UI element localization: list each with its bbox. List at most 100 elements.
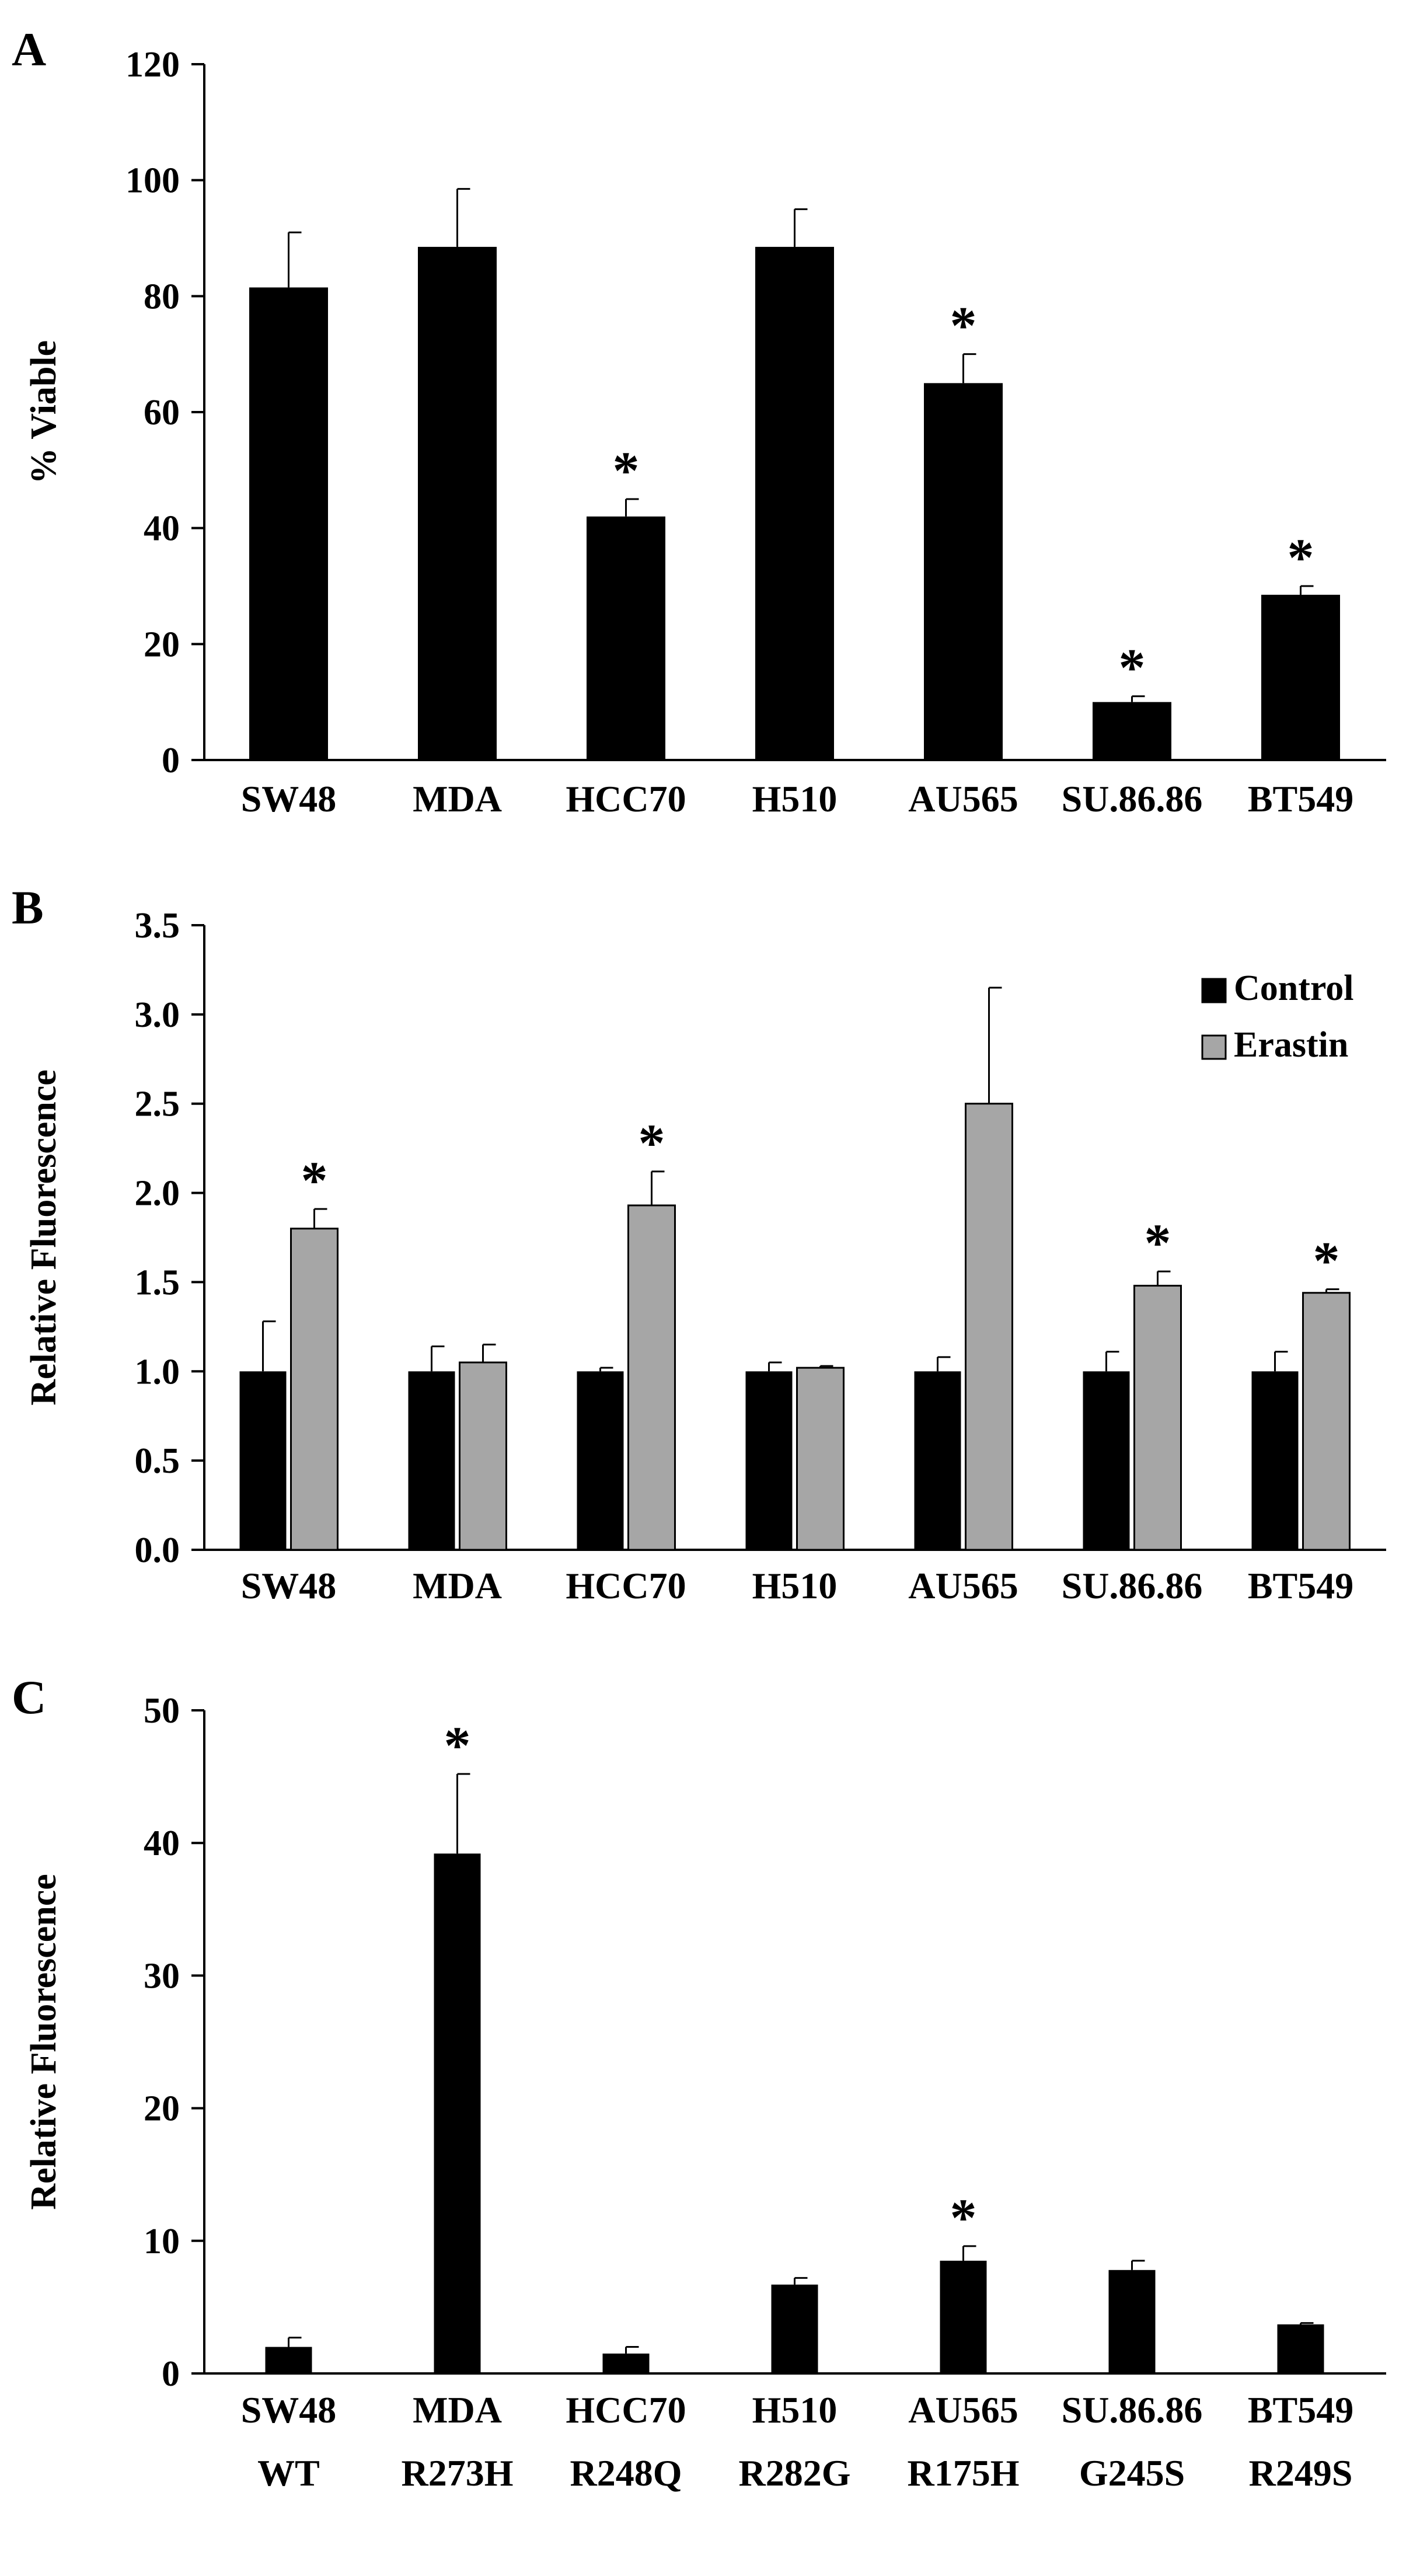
significance-asterisk: * — [444, 1716, 471, 1775]
category-label: HCC70 — [566, 1565, 686, 1606]
significance-asterisk: * — [1145, 1213, 1171, 1273]
bar-erastin — [1133, 1285, 1182, 1551]
bar--viable — [418, 246, 497, 760]
significance-asterisk: * — [301, 1151, 328, 1210]
y-tick-label: 80 — [144, 277, 180, 316]
category-label: SW48 — [241, 778, 337, 820]
significance-asterisk: * — [950, 296, 977, 355]
category-label: HCC70 — [566, 778, 686, 820]
category-label: BT549 — [1248, 1565, 1353, 1606]
y-tick-label: 0.5 — [135, 1441, 180, 1481]
y-axis-title: Relative Fluorescence — [24, 1874, 64, 2210]
bar--viable — [924, 383, 1003, 760]
bar-erastin — [965, 1103, 1013, 1551]
y-tick-label: 50 — [144, 1691, 180, 1731]
bar-erastin — [290, 1228, 339, 1551]
legend-swatch — [1201, 978, 1227, 1003]
y-tick-label: 20 — [144, 625, 180, 664]
bar-control — [577, 1371, 624, 1550]
y-tick-label: 40 — [144, 1824, 180, 1863]
mutation-label: R282G — [739, 2452, 851, 2494]
bar-erastin — [459, 1361, 507, 1551]
bar-relative-fluorescence — [940, 2260, 987, 2373]
bar-relative-fluorescence — [1108, 2270, 1156, 2373]
bar-control — [239, 1371, 287, 1550]
bar--viable — [249, 287, 328, 760]
mutation-label: R175H — [908, 2452, 1020, 2494]
legend: Control Erastin — [1201, 968, 1354, 1065]
mutation-label: R249S — [1249, 2452, 1353, 2494]
y-tick-label: 1.5 — [135, 1263, 180, 1302]
bar-relative-fluorescence — [1277, 2324, 1324, 2373]
category-label: BT549 — [1248, 778, 1353, 820]
mutation-label: R273H — [402, 2452, 514, 2494]
bar-erastin — [796, 1367, 845, 1551]
category-label: SU.86.86 — [1062, 778, 1203, 820]
legend-label: Control — [1234, 968, 1354, 1008]
bar-control — [745, 1371, 793, 1550]
bar-relative-fluorescence — [602, 2353, 650, 2373]
y-tick-label: 10 — [144, 2222, 180, 2261]
bar-erastin — [627, 1204, 676, 1551]
y-tick-label: 0 — [162, 2354, 180, 2394]
y-tick-label: 40 — [144, 509, 180, 549]
category-label: SW48 — [241, 1565, 337, 1606]
significance-asterisk: * — [1119, 638, 1146, 698]
bar-relative-fluorescence — [265, 2347, 312, 2373]
y-axis-title: Relative Fluorescence — [24, 1069, 64, 1406]
bar-control — [1251, 1371, 1299, 1550]
category-label: AU565 — [908, 1565, 1018, 1606]
significance-asterisk: * — [950, 2188, 977, 2247]
bar-control — [914, 1371, 961, 1550]
significance-asterisk: * — [1313, 1231, 1340, 1291]
significance-asterisk: * — [1288, 528, 1314, 587]
category-label: SU.86.86 — [1062, 2389, 1203, 2431]
category-label: SU.86.86 — [1062, 1565, 1203, 1606]
panel-letter: C — [12, 1671, 46, 1724]
category-label: MDA — [413, 1565, 502, 1606]
panel-c: C 0 10 20 30 40 50 Relative Fluorescence SW48 WT *… — [12, 1671, 1386, 2494]
mutation-label: G245S — [1079, 2452, 1185, 2494]
panel-letter: B — [12, 881, 44, 934]
y-tick-label: 0 — [162, 741, 180, 780]
category-label: HCC70 — [566, 2389, 686, 2431]
category-label: AU565 — [908, 778, 1018, 820]
bar--viable — [1093, 702, 1171, 760]
category-label: H510 — [752, 1565, 838, 1606]
category-label: AU565 — [908, 2389, 1018, 2431]
bar-relative-fluorescence — [771, 2284, 818, 2373]
y-axis-title: % Viable — [24, 340, 64, 484]
mutation-label: WT — [257, 2452, 320, 2494]
category-label: MDA — [413, 778, 502, 820]
significance-asterisk: * — [639, 1113, 665, 1173]
significance-asterisk: * — [613, 441, 640, 500]
mutation-label: R248Q — [570, 2452, 682, 2494]
y-tick-label: 3.5 — [135, 906, 180, 946]
bar--viable — [755, 246, 834, 760]
y-tick-label: 2.0 — [135, 1174, 180, 1214]
category-label: H510 — [752, 2389, 838, 2431]
y-tick-label: 1.0 — [135, 1352, 180, 1392]
category-label: H510 — [752, 778, 838, 820]
bar-control — [408, 1371, 455, 1550]
y-tick-label: 30 — [144, 1956, 180, 1996]
bar-control — [1083, 1371, 1130, 1550]
y-tick-label: 3.0 — [135, 995, 180, 1035]
category-label: BT549 — [1248, 2389, 1353, 2431]
bar-relative-fluorescence — [434, 1853, 481, 2373]
category-label: MDA — [413, 2389, 502, 2431]
bar-erastin — [1302, 1292, 1351, 1551]
panel-letter: A — [12, 23, 46, 76]
y-tick-label: 0.0 — [135, 1531, 180, 1570]
bar--viable — [587, 516, 665, 760]
y-tick-label: 100 — [125, 161, 180, 201]
legend-label: Erastin — [1234, 1025, 1348, 1065]
y-tick-label: 20 — [144, 2089, 180, 2129]
legend-swatch — [1201, 1034, 1227, 1060]
y-tick-label: 2.5 — [135, 1085, 180, 1124]
y-tick-label: 60 — [144, 393, 180, 433]
y-tick-label: 120 — [125, 45, 180, 85]
bar--viable — [1261, 594, 1340, 760]
panel-b: B 0.0 0.5 1.0 1.5 2.0 2.5 3.0 3.5 Relative Fluore… — [12, 881, 1386, 1606]
